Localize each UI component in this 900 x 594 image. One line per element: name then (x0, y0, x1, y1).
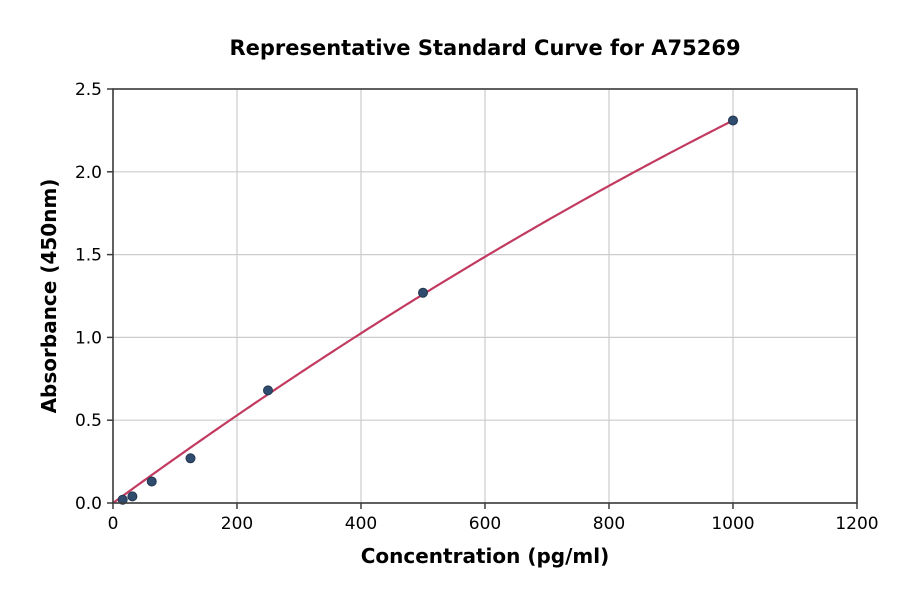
fit-curve (111, 119, 735, 505)
data-point (146, 476, 157, 487)
x-tick-label: 200 (221, 514, 253, 534)
y-tick-label: 1.0 (75, 328, 102, 348)
y-axis-label: Absorbance (450nm) (37, 179, 61, 414)
data-point (263, 385, 273, 396)
y-tick-label: 0.0 (75, 494, 102, 514)
gridlines (112, 88, 858, 504)
x-tick-label: 1200 (835, 514, 878, 534)
y-tick-label: 2.5 (75, 80, 102, 100)
x-tick-label: 600 (469, 514, 501, 534)
y-tick-label: 2.0 (75, 163, 102, 183)
standard-curve-line (111, 119, 735, 505)
data-point (127, 491, 138, 502)
x-tick-label: 0 (108, 514, 119, 534)
y-tick-label: 0.5 (75, 411, 102, 431)
data-point (185, 453, 196, 464)
chart-title: Representative Standard Curve for A75269 (229, 36, 740, 60)
axis-ticks (107, 88, 858, 509)
data-point (728, 115, 738, 126)
data-point (418, 287, 428, 298)
x-tick-label: 800 (593, 514, 625, 534)
x-axis-label: Concentration (pg/ml) (361, 544, 610, 568)
tick-labels: 0 200 400 600 800 1000 1200 0.0 0.5 1.0 1.5 2.0 2.5 (75, 80, 879, 534)
y-tick-label: 1.5 (75, 246, 102, 266)
x-tick-label: 1000 (711, 514, 754, 534)
data-points (117, 115, 738, 505)
data-point (117, 494, 128, 505)
x-tick-label: 400 (345, 514, 377, 534)
